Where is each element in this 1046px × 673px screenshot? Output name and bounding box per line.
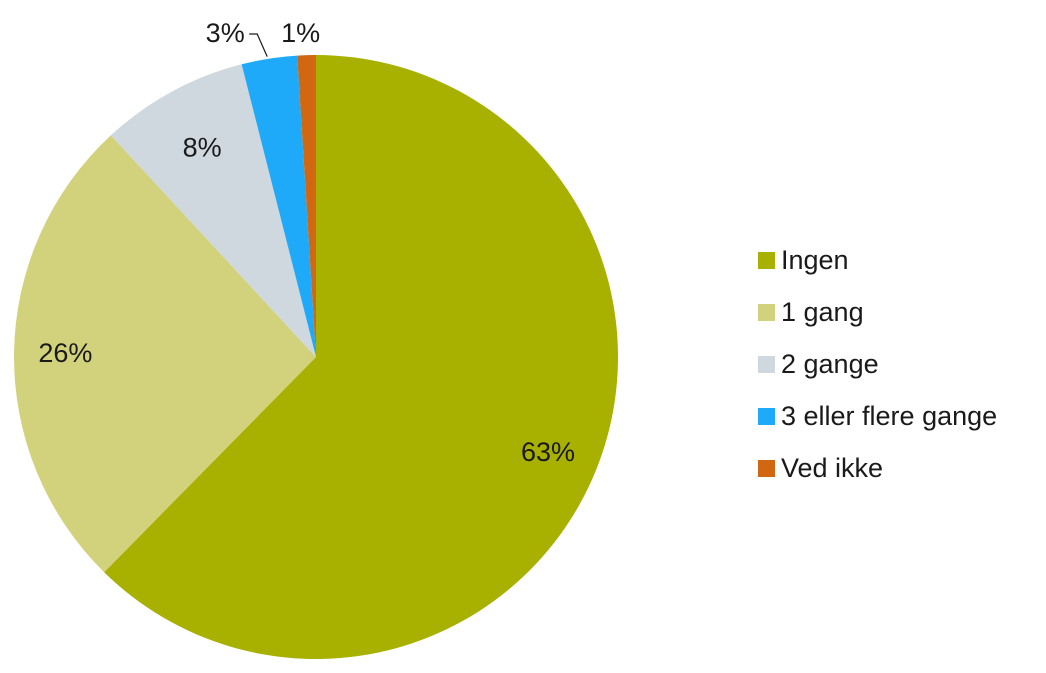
legend-item: Ved ikke bbox=[758, 442, 997, 494]
data-label: 1% bbox=[281, 18, 320, 48]
legend-item: 3 eller flere gange bbox=[758, 390, 997, 442]
legend-label: 3 eller flere gange bbox=[781, 400, 998, 431]
legend-label: Ved ikke bbox=[781, 452, 884, 483]
pie-slice bbox=[13, 135, 317, 573]
leader-line bbox=[249, 33, 268, 57]
data-label: 26% bbox=[38, 338, 92, 368]
legend-label: 2 gange bbox=[781, 348, 879, 379]
pie-slice bbox=[110, 64, 316, 358]
legend-label: Ingen bbox=[781, 244, 849, 275]
pie-slice bbox=[241, 55, 316, 357]
data-label: 3% bbox=[206, 18, 245, 48]
pie-slices bbox=[13, 54, 618, 659]
leader-lines bbox=[249, 33, 268, 57]
data-label: 63% bbox=[521, 437, 575, 467]
legend-swatch bbox=[758, 459, 775, 477]
data-label: 8% bbox=[183, 132, 222, 162]
data-labels: 63% 26% 8% 3% 1% bbox=[38, 18, 575, 467]
legend-swatch bbox=[758, 407, 775, 425]
legend-swatch bbox=[758, 303, 775, 321]
legend-item: Ingen bbox=[758, 234, 997, 286]
legend-swatch bbox=[758, 251, 775, 269]
legend-item: 1 gang bbox=[758, 286, 997, 338]
legend-item: 2 gange bbox=[758, 338, 997, 390]
legend: Ingen 1 gang 2 gange 3 eller flere gange… bbox=[758, 234, 997, 494]
pie-slice bbox=[297, 54, 316, 357]
pie-slice bbox=[104, 55, 618, 659]
legend-swatch bbox=[758, 355, 775, 373]
legend-label: 1 gang bbox=[781, 296, 864, 327]
